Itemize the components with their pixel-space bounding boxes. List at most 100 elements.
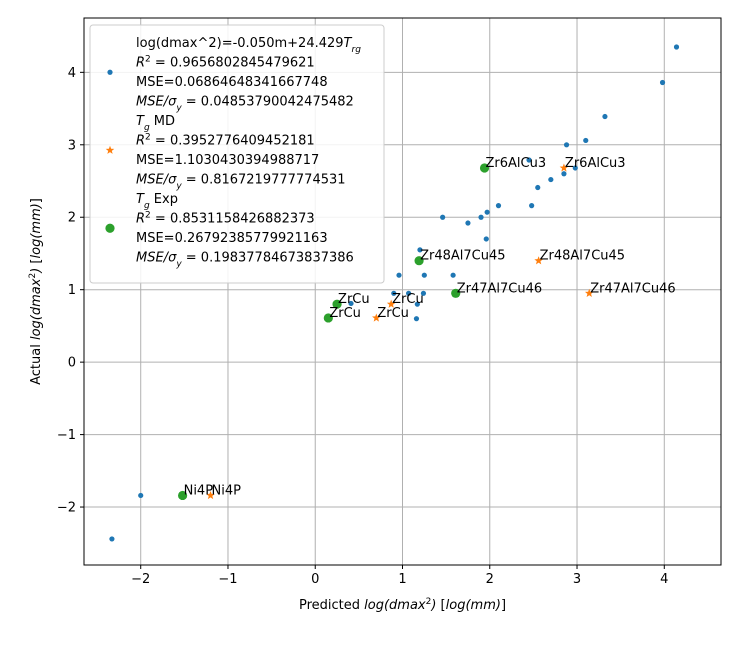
x-tick-label: −1 <box>218 572 237 587</box>
data-point-series-0 <box>535 184 541 191</box>
legend-text-part: T <box>344 36 353 51</box>
x-tick-label: −2 <box>131 572 150 587</box>
legend-text-part: T <box>136 114 145 129</box>
axis-label-part: Actual <box>29 344 44 385</box>
legend-stat-part: 2 <box>145 211 151 221</box>
data-point-series-0 <box>440 214 446 220</box>
data-point-series-0 <box>572 165 578 171</box>
point-annotation: ZrCu <box>392 292 424 307</box>
legend-entry-stat: R2 = 0.3952776409452181 <box>136 133 315 149</box>
data-point-series-0 <box>602 113 608 120</box>
legend-stat-part: y <box>175 104 182 114</box>
axis-label-part: ( <box>29 233 44 239</box>
data-point-series-0 <box>478 214 484 220</box>
data-point-series-0 <box>484 209 490 215</box>
axis-label-part: [ <box>436 598 445 613</box>
x-tick-label: 3 <box>573 572 581 587</box>
legend-stat-part: MSE=0.06864648341667748 <box>136 75 328 90</box>
legend-stat-part: = 0.3952776409452181 <box>151 134 315 149</box>
data-point-series-0 <box>421 272 427 278</box>
axis-label-part: dmax <box>29 278 44 315</box>
data-point-series-2 <box>323 313 333 323</box>
data-point-series-2 <box>479 163 490 173</box>
legend-text-part: Exp <box>150 192 178 207</box>
legend-stat-part: σ <box>168 251 177 266</box>
point-annotation: Zr47Al7Cu46 <box>457 281 542 296</box>
legend-marker <box>105 223 115 233</box>
legend-stat-part: R <box>136 56 145 71</box>
axis-label-part: Predicted <box>299 598 360 613</box>
data-point-series-0 <box>414 301 420 307</box>
axis-label-part: 2 <box>426 597 432 607</box>
axis-label-part: log <box>446 598 466 613</box>
point-annotation: ZrCu <box>377 306 409 321</box>
legend-entry-stat: MSE/σy = 0.04853790042475482 <box>136 95 354 114</box>
axis-label-part: dmax <box>389 598 426 613</box>
legend-stat-part: y <box>175 260 182 270</box>
legend-entry-title: log(dmax^2)=-0.050m+24.429Trg <box>136 36 361 55</box>
ticks: −2 −1 0 1 2 3 4 −2 −1 0 1 2 3 4 <box>57 66 669 587</box>
legend-stat-part: MSE/ <box>136 251 170 266</box>
data-point-series-1 <box>386 299 396 308</box>
legend-stat-part: = 0.9656802845479621 <box>151 56 315 71</box>
axis-label-part: ] <box>29 198 44 203</box>
legend-stat-part: MSE/ <box>136 173 170 188</box>
data-point-series-0 <box>450 272 456 278</box>
data-point-series-1 <box>372 313 381 322</box>
data-point-series-2 <box>451 288 461 298</box>
legend-entry-stat: MSE=0.26792385779921163 <box>136 231 328 246</box>
legend-stat-part: MSE/ <box>136 95 170 110</box>
legend-text-part: g <box>144 201 150 211</box>
data-point-series-0 <box>138 492 144 499</box>
data-point-series-2 <box>178 490 188 501</box>
point-annotation: ZrCu <box>329 306 361 321</box>
axis-label-part: [ <box>29 259 44 268</box>
data-point-series-1 <box>584 288 594 297</box>
legend-entry-stat: R2 = 0.9656802845479621 <box>136 55 315 71</box>
data-point-series-2 <box>332 299 342 309</box>
legend-stat-part: 2 <box>145 55 151 65</box>
point-annotation: Ni4P <box>212 483 242 498</box>
legend-entry-stat: MSE/σy = 0.8167219777774531 <box>136 173 346 192</box>
axis-label-part: mm <box>471 598 496 613</box>
data-point-series-0 <box>583 137 589 144</box>
data-point-series-0 <box>483 236 489 242</box>
legend-entry-stat: MSE=0.06864648341667748 <box>136 75 328 90</box>
legend-stat-part: = 0.19837784673837386 <box>182 251 354 266</box>
data-point-series-0 <box>406 290 412 296</box>
data-point-series-0 <box>526 157 532 163</box>
data-point-series-0 <box>548 176 554 183</box>
point-annotation: Ni4P <box>184 483 214 498</box>
legend-text-part: T <box>136 192 145 207</box>
point-annotation: ZrCu <box>338 292 370 307</box>
legend-stat-part: MSE=1.1030430394988717 <box>136 153 319 168</box>
data-point-series-0 <box>673 44 680 50</box>
legend-stat-part: 2 <box>145 133 151 143</box>
axis-label-part: mm <box>29 208 44 233</box>
x-axis-label: Predicted log(dmax2) [log(mm)] <box>299 597 506 613</box>
axis-label-part: ) <box>29 203 44 209</box>
legend-entry-stat: R2 = 0.8531158426882373 <box>136 211 315 227</box>
point-annotation: Zr48Al7Cu45 <box>540 249 625 264</box>
x-tick-label: 2 <box>486 572 494 587</box>
data-point-series-1 <box>534 256 543 265</box>
axis-label-part: ( <box>465 598 471 613</box>
y-tick-label: 4 <box>68 66 76 81</box>
data-points <box>109 44 680 542</box>
axis-label-part: ) <box>430 598 436 613</box>
legend-entry-stat: MSE=1.1030430394988717 <box>136 153 319 168</box>
legend-entry-title: Tg MD <box>136 114 175 133</box>
point-annotation: Zr6AlCu3 <box>565 156 626 171</box>
data-point-series-0 <box>348 300 354 307</box>
data-point-series-0 <box>391 290 397 296</box>
legend-entry-stat: MSE/σy = 0.19837784673837386 <box>136 251 354 270</box>
legend-text-part: log(dmax^2)=-0.050m+24.429 <box>136 36 344 51</box>
data-point-series-0 <box>420 290 427 296</box>
data-point-series-0 <box>465 220 471 226</box>
axis-label-part: ) <box>29 268 44 274</box>
data-point-series-2 <box>414 256 424 266</box>
legend-marker <box>107 69 113 75</box>
x-tick-label: 1 <box>398 572 406 587</box>
y-tick-label: 1 <box>68 283 76 298</box>
